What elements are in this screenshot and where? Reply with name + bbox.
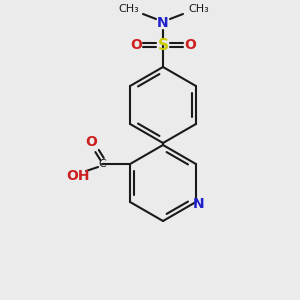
Text: N: N [157,16,169,30]
Text: O: O [184,38,196,52]
Text: S: S [158,38,169,52]
Text: OH: OH [66,169,90,183]
Text: CH₃: CH₃ [118,4,140,14]
Text: C: C [98,159,106,169]
Text: O: O [85,135,97,149]
Text: O: O [130,38,142,52]
Text: N: N [193,197,205,211]
Text: CH₃: CH₃ [189,4,209,14]
